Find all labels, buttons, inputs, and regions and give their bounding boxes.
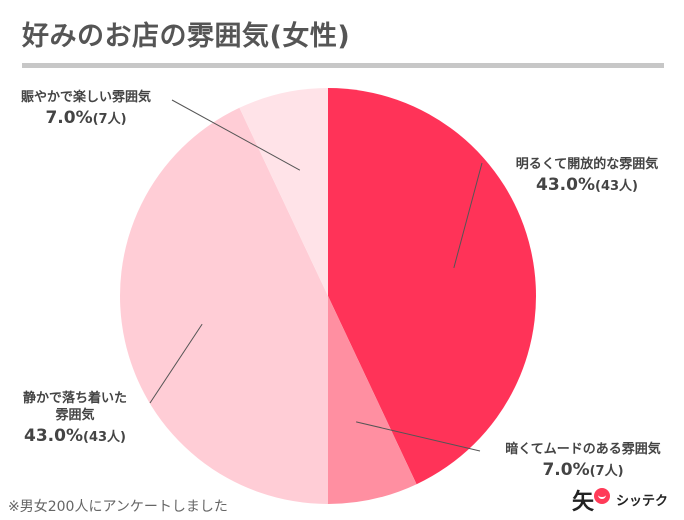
slice-label-quiet-calm: 静かで落ち着いた 雰囲気 43.0%(43人) [0,391,150,447]
slice-name-line-1: 静かで落ち着いた [22,391,127,406]
pie-slice-quiet-calm [119,107,328,505]
slice-percent: 7.0% [45,107,93,128]
slice-name: 明るくて開放的な雰囲気 [515,157,659,172]
slice-count: (7人) [589,463,624,479]
slice-count: (43人) [83,429,126,445]
brand-mark: 矢 [572,490,595,515]
slice-label-lively-fun: 賑やかで楽しい雰囲気 7.0%(7人) [0,90,172,129]
slice-name: 暗くてムードのある雰囲気 [505,442,661,457]
smile-face-icon [594,488,610,504]
slice-percent: 43.0% [536,174,595,195]
leader-line-lively-fun [171,99,301,171]
slice-count: (43人) [595,178,638,194]
slice-label-dark-mood: 暗くてムードのある雰囲気 7.0%(7人) [483,442,683,481]
leader-line-bright-open [453,162,483,268]
brand-logo: 矢 シッテク [572,482,672,516]
brand-name: シッテク [616,494,669,509]
leader-line-quiet-calm [149,323,203,404]
pie-slice-lively-fun [239,88,328,296]
slice-name-line-2: 雰囲気 [55,407,95,423]
slice-name: 賑やかで楽しい雰囲気 [20,90,151,105]
title-underline [22,63,664,68]
pie-slice-bright-open [328,88,537,485]
leader-line-dark-mood [356,421,481,452]
chart-title: 好みのお店の雰囲気(女性) [22,21,351,52]
slice-percent: 7.0% [542,459,590,480]
slice-label-bright-open: 明るくて開放的な雰囲気 43.0%(43人) [487,157,684,196]
survey-footnote: ※男女200人にアンケートしました [8,499,228,515]
slice-count: (7人) [92,111,127,127]
slice-percent: 43.0% [24,425,83,446]
pie-slice-dark-mood [328,296,417,504]
